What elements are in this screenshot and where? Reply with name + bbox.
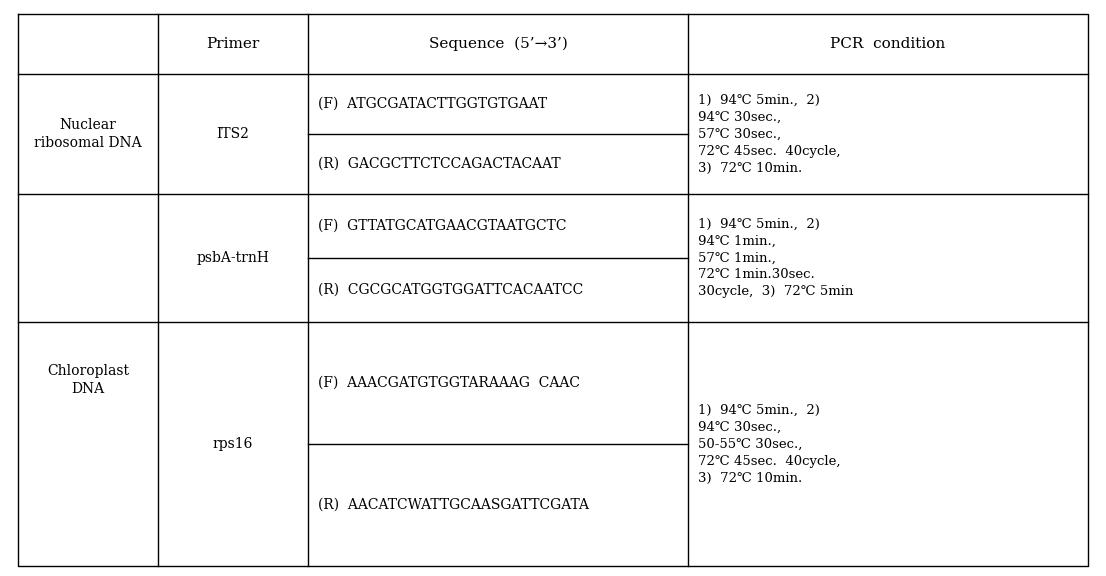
Text: (F)  ATGCGATACTTGGTGTGAAT: (F) ATGCGATACTTGGTGTGAAT: [319, 97, 547, 111]
Text: (R)  AACATCWATTGCAASGATTCGATA: (R) AACATCWATTGCAASGATTCGATA: [319, 498, 589, 512]
Text: (R)  CGCGCATGGTGGATTCACAATCC: (R) CGCGCATGGTGGATTCACAATCC: [319, 283, 583, 297]
Text: (F)  AAACGATGTGGTARAAAG  CAAC: (F) AAACGATGTGGTARAAAG CAAC: [319, 376, 580, 390]
Text: 1)  94℃ 5min.,  2)
94℃ 30sec.,
50-55℃ 30sec.,
72℃ 45sec.  40cycle,
3)  72℃ 10min: 1) 94℃ 5min., 2) 94℃ 30sec., 50-55℃ 30se…: [698, 404, 841, 484]
Text: Nuclear
ribosomal DNA: Nuclear ribosomal DNA: [34, 118, 142, 150]
Text: Sequence  (5’→3’): Sequence (5’→3’): [428, 37, 567, 51]
Text: (R)  GACGCTTCTCCAGACTACAAT: (R) GACGCTTCTCCAGACTACAAT: [319, 157, 561, 171]
Text: rps16: rps16: [212, 437, 253, 451]
Text: (F)  GTTATGCATGAACGTAATGCTC: (F) GTTATGCATGAACGTAATGCTC: [319, 219, 566, 233]
Text: ITS2: ITS2: [217, 127, 250, 141]
Text: 1)  94℃ 5min.,  2)
94℃ 1min.,
57℃ 1min.,
72℃ 1min.30sec.
30cycle,  3)  72℃ 5min: 1) 94℃ 5min., 2) 94℃ 1min., 57℃ 1min., 7…: [698, 218, 854, 298]
Text: Chloroplast
DNA: Chloroplast DNA: [46, 364, 129, 396]
Text: Primer: Primer: [207, 37, 260, 51]
Text: 1)  94℃ 5min.,  2)
94℃ 30sec.,
57℃ 30sec.,
72℃ 45sec.  40cycle,
3)  72℃ 10min.: 1) 94℃ 5min., 2) 94℃ 30sec., 57℃ 30sec.,…: [698, 93, 841, 175]
Text: PCR  condition: PCR condition: [831, 37, 946, 51]
Text: psbA-trnH: psbA-trnH: [197, 251, 270, 265]
